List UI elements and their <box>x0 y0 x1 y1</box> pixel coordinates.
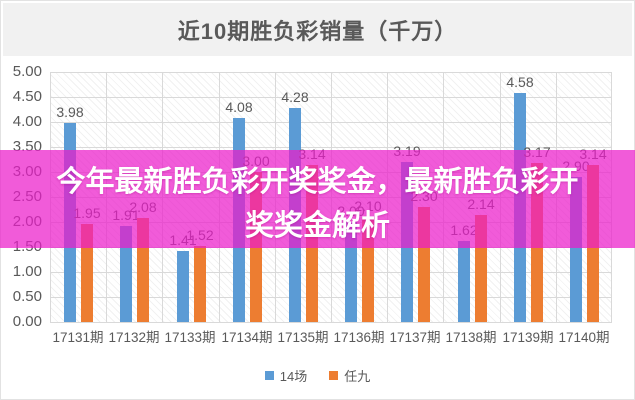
x-axis-label-17140期: 17140期 <box>558 330 610 345</box>
y-axis-tick-label: 5.00 <box>12 63 42 80</box>
value-label-14场-17131期: 3.98 <box>56 104 84 120</box>
promo-text-line2: 奖奖金解析 <box>244 210 390 242</box>
x-axis-label-17131期: 17131期 <box>52 330 104 345</box>
legend-item-14场: 14场 <box>264 366 308 385</box>
value-label-14场-17139期: 4.58 <box>506 74 534 90</box>
x-axis-label-17135期: 17135期 <box>277 330 329 345</box>
x-axis-label-17138期: 17138期 <box>445 330 497 345</box>
value-label-14场-17135期: 4.28 <box>281 89 309 105</box>
promo-overlay-banner: 今年最新胜负彩开奖奖金，最新胜负彩开 奖奖金解析 <box>0 150 635 248</box>
x-axis-label-17133期: 17133期 <box>164 330 216 345</box>
y-axis-tick-label: 1.00 <box>12 263 42 280</box>
bar-14场-17133期 <box>177 251 189 322</box>
x-axis-label-17137期: 17137期 <box>389 330 441 345</box>
bar-任九-17133期 <box>194 246 206 322</box>
bar-14场-17132期 <box>120 226 132 322</box>
legend-label: 14场 <box>279 368 308 384</box>
promo-text-line1: 今年最新胜负彩开奖奖金，最新胜负彩开 <box>56 166 579 198</box>
legend-swatch-icon <box>329 370 339 380</box>
x-axis-label-17134期: 17134期 <box>221 330 273 345</box>
legend-label: 任九 <box>344 368 371 384</box>
gridline-horizontal <box>50 322 612 323</box>
chart-title: 近10期胜负彩销量（千万） <box>177 18 458 44</box>
bar-任九-17131期 <box>81 224 93 322</box>
value-label-14场-17134期: 4.08 <box>225 99 253 115</box>
y-axis-tick-label: 4.50 <box>12 88 42 105</box>
x-axis-label-17132期: 17132期 <box>108 330 160 345</box>
x-axis-label-17136期: 17136期 <box>333 330 385 345</box>
x-axis-label-17139期: 17139期 <box>502 330 554 345</box>
y-axis-tick-label: 0.00 <box>12 313 42 330</box>
y-axis-tick-label: 0.50 <box>12 288 42 305</box>
y-axis-tick-label: 4.00 <box>12 113 42 130</box>
legend-item-任九: 任九 <box>329 366 370 385</box>
legend-swatch-icon <box>264 370 274 380</box>
chart-title-band: 近10期胜负彩销量（千万） <box>3 3 632 56</box>
bar-14场-17138期 <box>458 241 470 322</box>
legend: 14场 任九 <box>0 366 635 384</box>
